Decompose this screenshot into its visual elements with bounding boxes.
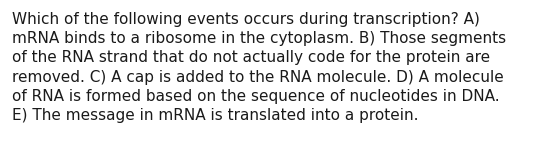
Text: Which of the following events occurs during transcription? A)
mRNA binds to a ri: Which of the following events occurs dur… — [12, 12, 506, 123]
